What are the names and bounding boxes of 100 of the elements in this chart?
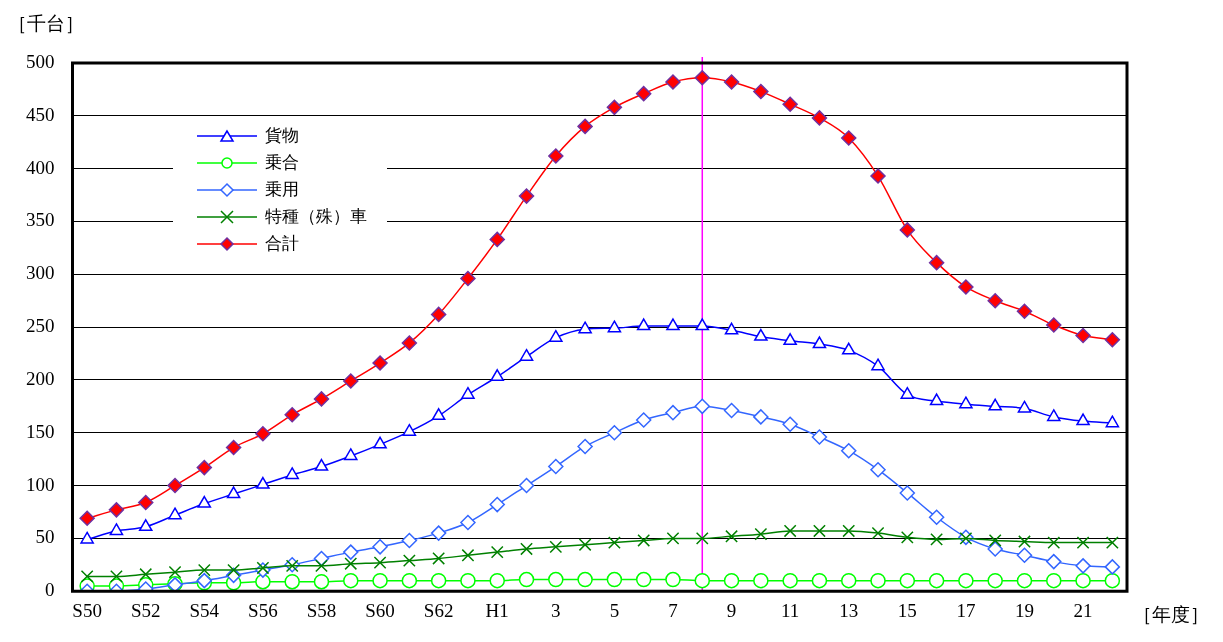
point: [343, 544, 359, 560]
point: [372, 539, 388, 555]
point: [489, 231, 505, 248]
point: [1076, 536, 1090, 550]
point: [695, 531, 709, 545]
point: [167, 477, 183, 494]
point: [460, 572, 476, 589]
point: [1104, 559, 1121, 575]
point: [987, 572, 1003, 589]
point: [80, 570, 94, 583]
point: [725, 529, 738, 543]
point: [666, 531, 680, 545]
point: [313, 391, 330, 407]
point: [958, 572, 974, 589]
legend-label: 乗用: [265, 178, 299, 201]
point: [871, 358, 885, 371]
y-tick-label: 150: [26, 420, 55, 442]
point: [518, 188, 535, 204]
point: [1016, 572, 1033, 589]
point: [315, 559, 328, 573]
point: [227, 563, 241, 577]
point: [899, 485, 916, 501]
point: [1016, 547, 1033, 564]
y-tick-label: 200: [26, 367, 55, 389]
x-tick-label: 13: [839, 599, 859, 621]
point: [928, 572, 945, 589]
point: [665, 404, 681, 421]
point: [694, 572, 711, 589]
point: [928, 509, 945, 525]
point: [372, 355, 388, 371]
point: [430, 525, 447, 541]
point: [343, 572, 359, 589]
point: [724, 322, 739, 335]
legend-label: 貨物: [265, 124, 299, 147]
point: [256, 476, 270, 489]
point: [138, 519, 153, 532]
point: [1105, 536, 1119, 550]
point: [988, 534, 1002, 547]
point: [840, 442, 857, 459]
point: [80, 531, 94, 544]
point: [313, 550, 330, 567]
point: [578, 538, 592, 552]
point: [344, 557, 358, 571]
y-axis-title: ［千台］: [8, 13, 84, 34]
point: [549, 329, 563, 342]
point: [606, 424, 623, 441]
point: [255, 426, 271, 442]
point: [577, 438, 593, 455]
point: [1104, 572, 1121, 589]
y-tick-label: 250: [26, 315, 55, 337]
point: [519, 348, 534, 361]
point: [110, 570, 123, 583]
point: [197, 563, 211, 577]
x-tick-label: 5: [609, 599, 620, 621]
point: [79, 510, 95, 527]
point: [988, 398, 1002, 411]
point: [607, 536, 621, 550]
x-tick-label: 21: [1073, 599, 1093, 621]
point: [343, 448, 358, 461]
point: [842, 524, 856, 538]
point: [636, 318, 651, 331]
x-tick-label: 15: [897, 599, 917, 621]
point: [401, 532, 418, 549]
point: [1046, 572, 1062, 589]
legend-label: 乗合: [265, 151, 299, 174]
point: [811, 110, 828, 126]
point: [578, 321, 592, 334]
point: [1105, 415, 1120, 428]
point: [694, 398, 711, 415]
point: [196, 459, 213, 476]
x-tick-label: S62: [423, 599, 454, 621]
point: [548, 571, 564, 588]
point: [139, 567, 153, 581]
point: [109, 523, 124, 536]
point: [1046, 317, 1062, 333]
point: [1104, 332, 1121, 348]
y-tick-label: 350: [26, 209, 55, 231]
point: [577, 118, 593, 135]
point: [432, 552, 446, 565]
point: [840, 572, 857, 589]
legend-label: 合計: [265, 232, 299, 255]
point: [489, 572, 505, 589]
point: [783, 333, 797, 346]
point: [870, 572, 886, 589]
x-tick-label: 3: [551, 599, 561, 621]
point: [958, 279, 974, 295]
point: [928, 254, 945, 271]
point: [635, 571, 652, 588]
point: [490, 545, 504, 559]
point: [430, 306, 447, 323]
point: [606, 99, 623, 116]
point: [900, 386, 915, 399]
point: [226, 486, 241, 499]
point: [1046, 409, 1061, 422]
x-tick-label: S50: [72, 599, 102, 621]
point: [489, 496, 505, 513]
y-tick-label: 0: [45, 579, 55, 601]
y-tick-label: 500: [26, 50, 55, 72]
point: [549, 540, 563, 554]
point: [108, 502, 125, 518]
